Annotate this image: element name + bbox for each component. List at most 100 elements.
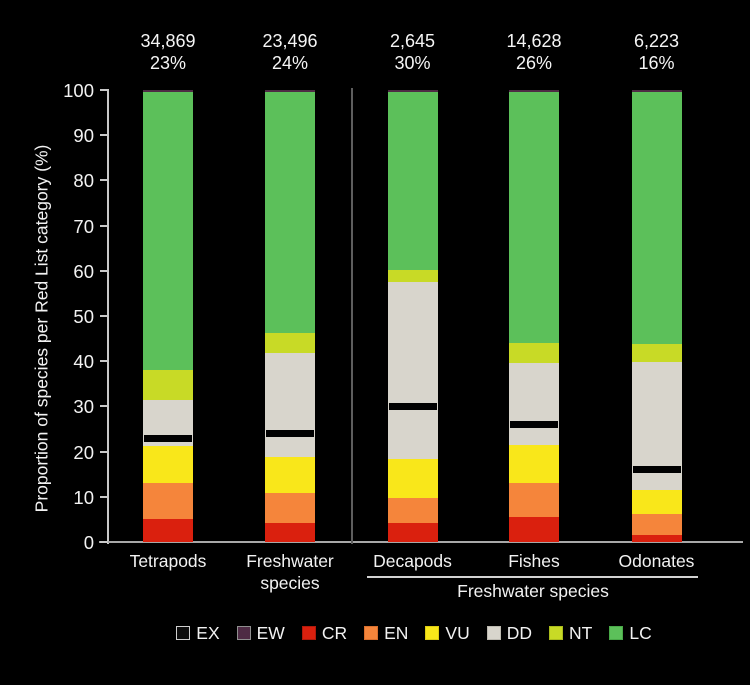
threatened-marker [388, 402, 437, 410]
segment-VU [631, 490, 682, 515]
segment-VU [509, 445, 559, 484]
bar-annotation-odonates: 6,223 16% [592, 30, 722, 74]
stacked-bar-freshwater-species [265, 90, 315, 542]
segment-CR [265, 522, 315, 542]
y-tick-mark [100, 179, 108, 182]
legend-swatch-en [364, 626, 379, 640]
category-label-fishes: Fishes [508, 551, 560, 571]
legend-swatch-ew [236, 626, 251, 640]
freshwater-group-underline [367, 576, 698, 578]
segment-EW [631, 90, 682, 92]
stacked-bar-odonates [631, 90, 682, 542]
y-axis: 0 10 20 30 40 50 60 70 80 90 100 [0, 80, 110, 553]
segment-CR [509, 517, 559, 542]
y-tick-label: 60 [73, 260, 94, 282]
y-tick-mark [100, 495, 108, 498]
legend-swatch-lc [609, 626, 624, 640]
species-count: 23,496 [262, 31, 318, 51]
segment-CR [143, 518, 193, 542]
stacked-bar-fishes [509, 90, 559, 542]
legend-label: LC [629, 622, 652, 643]
segment-DD [265, 353, 315, 457]
y-tick-label: 80 [73, 170, 94, 192]
percent-threatened: 16% [638, 53, 675, 73]
segment-LC [143, 91, 193, 370]
segment-EN [265, 493, 315, 523]
y-tick-mark [100, 360, 108, 363]
y-tick-mark [100, 541, 108, 543]
y-tick-label: 10 [73, 486, 94, 508]
segment-VU [265, 456, 315, 494]
bar-annotation-fishes: 14,628 26% [469, 30, 599, 74]
legend-swatch-cr [301, 626, 316, 640]
group-separator-line [351, 88, 353, 544]
segment-DD [509, 363, 559, 446]
segment-EW [387, 90, 438, 92]
y-tick-label: 70 [73, 215, 94, 237]
stacked-bar-decapods [387, 90, 438, 542]
segment-EN [387, 498, 438, 523]
x-axis-line [99, 541, 743, 543]
segment-CR [631, 535, 682, 542]
percent-threatened: 30% [394, 53, 431, 73]
y-tick-label: 0 [83, 532, 94, 553]
bar-annotation-freshwater-species: 23,496 24% [225, 30, 355, 74]
segment-LC [509, 91, 559, 343]
legend-label: CR [321, 622, 348, 643]
category-label-freshwater-species: Freshwater species [246, 551, 334, 593]
segment-EN [631, 514, 682, 536]
segment-NT [509, 342, 559, 364]
y-tick-label: 90 [73, 125, 94, 147]
segment-CR [387, 522, 438, 542]
legend-item-en: EN [364, 623, 408, 644]
y-tick-mark [100, 269, 108, 272]
segment-LC [265, 91, 315, 334]
percent-threatened: 26% [515, 53, 553, 73]
legend-item-cr: CR [301, 622, 348, 644]
segment-NT [387, 269, 438, 283]
segment-LC [631, 91, 682, 344]
legend-item-lc: LC [609, 622, 652, 644]
species-count: 34,869 [140, 31, 196, 51]
legend-label: EN [384, 622, 409, 643]
annotations: 34,869 23% 23,496 24% 2,645 30% 14,628 26% 6,223… [0, 30, 750, 80]
legend-item-ew: EW [236, 623, 285, 644]
threatened-marker [144, 434, 192, 442]
category-label-tetrapods: Tetrapods [129, 551, 207, 571]
species-count: 6,223 [633, 31, 680, 51]
threatened-marker [510, 420, 558, 428]
segment-EW [143, 90, 193, 92]
y-tick-label: 30 [73, 396, 94, 418]
percent-threatened: 23% [149, 53, 187, 73]
segment-NT [631, 343, 682, 362]
legend-swatch-nt [549, 626, 564, 640]
legend-item-ex: EX [176, 622, 220, 644]
segment-NT [265, 333, 315, 354]
category-label-decapods: Decapods [373, 551, 452, 571]
y-tick-mark [100, 224, 108, 227]
legend-item-nt: NT [549, 623, 592, 644]
segment-EN [509, 483, 559, 518]
stacked-bar-tetrapods [143, 90, 193, 542]
y-tick-mark [100, 450, 108, 453]
legend-label: EX [196, 622, 220, 643]
segment-VU [143, 445, 193, 483]
segment-EW [265, 90, 315, 92]
threatened-marker [266, 430, 314, 438]
freshwater-group-label: Freshwater species [457, 581, 609, 601]
legend-item-dd: DD [486, 623, 532, 644]
legend-item-vu: VU [425, 623, 470, 644]
y-tick-mark [100, 315, 108, 317]
bars-area [0, 90, 750, 542]
segment-EW [509, 90, 559, 92]
y-axis-line [107, 89, 109, 544]
y-tick-label: 100 [63, 80, 94, 101]
segment-EN [143, 482, 193, 519]
legend-swatch-ex [176, 626, 191, 640]
threatened-marker [632, 466, 681, 474]
category-label-odonates: Odonates [618, 551, 695, 571]
legend: EX EW CR EN VU DD NT LC [100, 620, 728, 646]
legend-label: NT [569, 622, 593, 643]
species-count: 14,628 [506, 31, 562, 51]
